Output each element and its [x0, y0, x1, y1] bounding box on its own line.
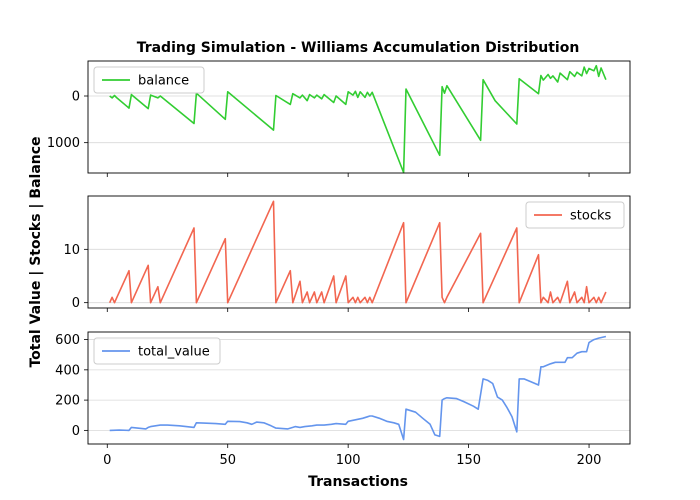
- y-tick-label: 0: [72, 424, 80, 439]
- x-tick-label: 100: [336, 453, 361, 468]
- x-tick-label: 150: [456, 453, 481, 468]
- x-tick-label: 0: [103, 453, 111, 468]
- plot-frame: [87, 195, 631, 309]
- legend-label: stocks: [570, 209, 611, 224]
- y-tick-label: 1000: [47, 136, 80, 151]
- panel-stocks: 0 10 stocks: [63, 195, 631, 312]
- panel-total_value: 0 200 400 600 0 50 100 150 200 total_value: [55, 331, 631, 468]
- chart-title: Trading Simulation - Williams Accumulati…: [137, 40, 580, 56]
- balance-legend: balance: [93, 66, 205, 94]
- y-tick-label: 0: [72, 296, 80, 311]
- legend-box: [93, 337, 221, 365]
- panel-balance: 0 1000 balance: [47, 60, 631, 177]
- chart-panels: 0 1000 balance 0 10 stocks 0 200 400 600 0 50 100 150…: [47, 60, 631, 468]
- plot-frame: [87, 60, 631, 174]
- stocks-series-line: [108, 200, 607, 304]
- y-tick-label: 10: [63, 243, 80, 258]
- y-tick-label: 0: [72, 90, 80, 105]
- y-tick-label: 400: [55, 363, 80, 378]
- stocks-legend: stocks: [525, 201, 625, 229]
- x-axis-label: Transactions: [308, 474, 408, 490]
- x-tick-label: 200: [577, 453, 602, 468]
- plot-frame: [87, 331, 631, 445]
- legend-label: balance: [138, 74, 189, 89]
- total_value-series-line: [109, 335, 607, 441]
- legend-box: [525, 201, 625, 229]
- legend-box: [93, 66, 205, 94]
- legend-label: total_value: [138, 345, 210, 360]
- y-axis-label: Total Value | Stocks | Balance: [28, 136, 44, 367]
- total_value-legend: total_value: [93, 337, 221, 365]
- balance-series-line: [109, 64, 607, 174]
- x-tick-label: 50: [219, 453, 236, 468]
- y-tick-label: 600: [55, 333, 80, 348]
- y-tick-label: 200: [55, 394, 80, 409]
